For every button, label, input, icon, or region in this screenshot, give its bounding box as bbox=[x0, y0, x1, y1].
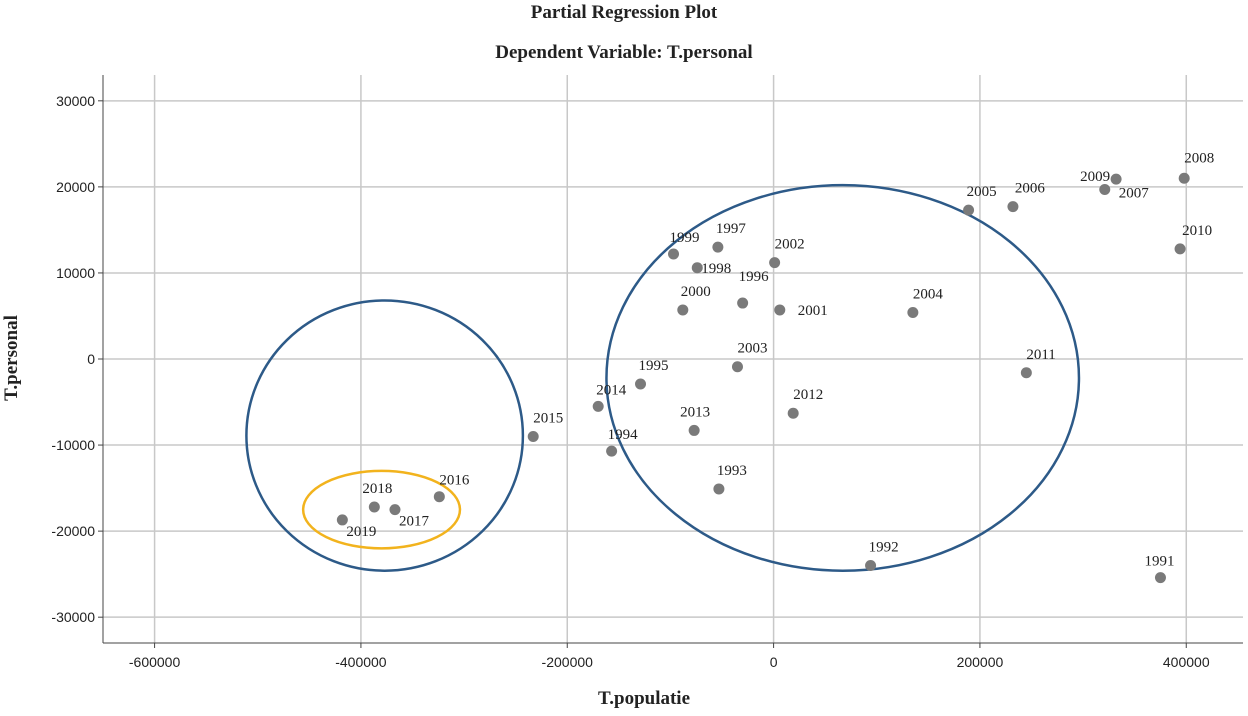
point-label: 1997 bbox=[716, 221, 747, 237]
data-point bbox=[1110, 173, 1122, 185]
point-label: 1999 bbox=[670, 230, 700, 246]
annotation-ellipse bbox=[245, 299, 525, 572]
y-tick-label: 0 bbox=[87, 351, 95, 367]
point-label: 2007 bbox=[1119, 185, 1150, 201]
point-label: 2017 bbox=[399, 514, 430, 530]
y-tick-label: 10000 bbox=[56, 265, 95, 281]
data-point bbox=[1174, 243, 1186, 255]
point-label: 1993 bbox=[717, 463, 747, 479]
data-point bbox=[527, 430, 539, 442]
point-label: 1992 bbox=[869, 540, 899, 556]
x-tick-label: -600000 bbox=[129, 654, 181, 670]
data-point bbox=[713, 483, 725, 495]
data-point bbox=[1020, 367, 1032, 379]
data-point bbox=[691, 262, 703, 274]
data-point bbox=[389, 504, 401, 516]
y-tick-label: -10000 bbox=[51, 437, 95, 453]
annotation-ellipse bbox=[605, 183, 1081, 572]
point-label: 2016 bbox=[439, 473, 470, 489]
data-point bbox=[635, 378, 647, 390]
point-label: 2006 bbox=[1015, 181, 1046, 197]
data-point bbox=[907, 307, 919, 319]
data-point bbox=[433, 491, 445, 503]
point-label: 1994 bbox=[608, 427, 639, 443]
data-point bbox=[865, 560, 877, 572]
data-point bbox=[336, 514, 348, 526]
data-point bbox=[1154, 572, 1166, 584]
point-label: 2008 bbox=[1184, 150, 1214, 166]
data-point bbox=[769, 257, 781, 269]
data-point bbox=[731, 361, 743, 373]
annotation-ellipse bbox=[301, 469, 462, 550]
point-label: 2003 bbox=[737, 341, 767, 357]
data-point bbox=[787, 407, 799, 419]
x-tick-label: 400000 bbox=[1163, 654, 1210, 670]
data-point bbox=[592, 400, 604, 412]
point-label: 2001 bbox=[798, 303, 828, 319]
chart-title: Partial Regression Plot bbox=[530, 2, 718, 23]
x-axis-label: T.populatie bbox=[597, 688, 691, 709]
data-point bbox=[737, 297, 749, 309]
data-point bbox=[963, 204, 975, 216]
point-label: 2002 bbox=[775, 237, 805, 253]
data-point bbox=[1099, 183, 1111, 195]
point-label: 2014 bbox=[596, 382, 627, 398]
point-label: 2015 bbox=[533, 410, 563, 426]
data-point bbox=[368, 501, 380, 513]
point-label: 2005 bbox=[967, 184, 997, 200]
point-label: 2010 bbox=[1182, 223, 1212, 239]
x-tick-label: -400000 bbox=[335, 654, 387, 670]
x-tick-label: 200000 bbox=[957, 654, 1004, 670]
data-point bbox=[688, 424, 700, 436]
data-point bbox=[677, 304, 689, 316]
data-point bbox=[668, 248, 680, 260]
point-label: 1991 bbox=[1144, 554, 1174, 570]
point-label: 1998 bbox=[701, 261, 731, 277]
point-label: 2009 bbox=[1080, 169, 1110, 185]
point-label: 2013 bbox=[680, 404, 710, 420]
data-point bbox=[774, 304, 786, 316]
point-label: 2000 bbox=[681, 284, 711, 300]
y-tick-label: -20000 bbox=[51, 523, 95, 539]
x-tick-label: -200000 bbox=[542, 654, 594, 670]
y-tick-label: 30000 bbox=[56, 93, 95, 109]
point-label: 2018 bbox=[362, 481, 392, 497]
data-point bbox=[1007, 201, 1019, 213]
data-point bbox=[606, 445, 618, 457]
point-label: 2012 bbox=[793, 387, 823, 403]
y-tick-label: -30000 bbox=[51, 609, 95, 625]
data-point bbox=[712, 241, 724, 253]
y-axis-label: T.personal bbox=[1, 315, 22, 401]
point-label: 2019 bbox=[346, 524, 376, 540]
point-label: 1996 bbox=[739, 269, 770, 285]
point-label: 1995 bbox=[639, 358, 669, 374]
y-tick-label: 20000 bbox=[56, 179, 95, 195]
chart-subtitle: Dependent Variable: T.personal bbox=[495, 42, 753, 63]
data-point bbox=[1178, 172, 1190, 184]
point-label: 2011 bbox=[1026, 347, 1055, 363]
x-tick-label: 0 bbox=[770, 654, 778, 670]
point-label: 2004 bbox=[913, 287, 944, 303]
